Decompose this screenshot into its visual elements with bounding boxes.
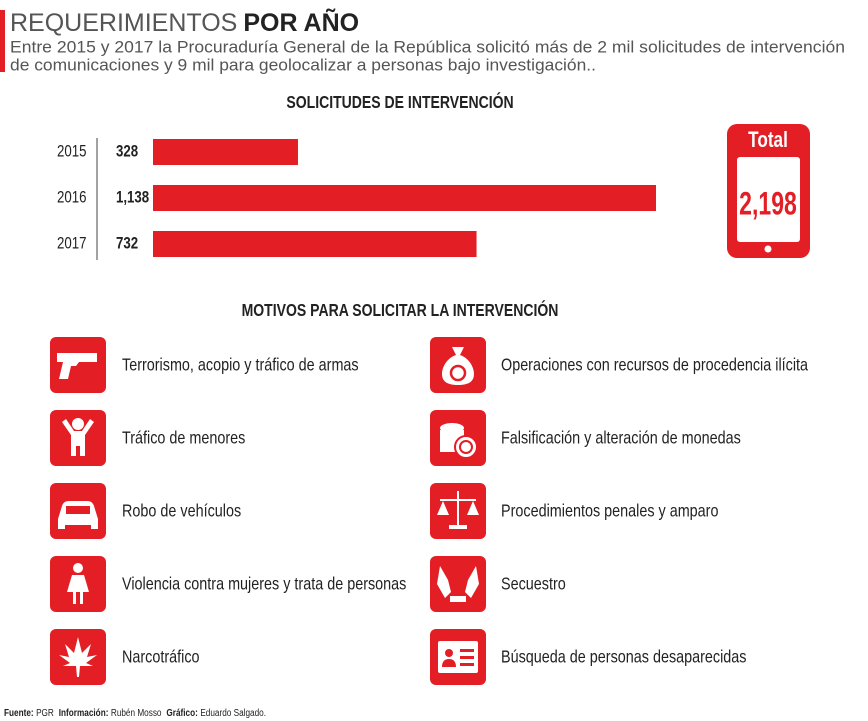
icon-shape — [73, 563, 83, 573]
phone-button — [764, 245, 772, 253]
motive-icon — [430, 483, 486, 539]
motive-icon — [50, 629, 106, 685]
icon-shape — [445, 649, 453, 657]
motive-label: Terrorismo, acopio y tráfico de armas — [122, 355, 359, 375]
footer-part: PGR — [36, 708, 54, 719]
motive-icon — [50, 483, 106, 539]
value-label: 732 — [116, 234, 138, 253]
footer-part: Fuente: — [4, 708, 34, 719]
motive-label: Operaciones con recursos de procedencia … — [501, 355, 809, 375]
footer-part: Eduardo Salgado. — [200, 708, 266, 719]
footer-part: Rubén Mosso — [111, 708, 162, 719]
total-value: 2,198 — [739, 186, 797, 222]
accent-bar — [0, 10, 5, 72]
icon-box — [430, 556, 486, 612]
total-label: Total — [748, 128, 788, 153]
icon-shape — [66, 506, 90, 514]
category-label: 2015 — [57, 142, 86, 161]
title-light: REQUERIMIENTOS — [10, 9, 237, 37]
icon-shape — [58, 501, 98, 529]
icon-shape — [437, 566, 479, 598]
motive-label: Falsificación y alteración de monedas — [501, 428, 741, 448]
category-label: 2017 — [57, 234, 86, 253]
subtitle-line: de comunicaciones y 9 mil para geolocali… — [10, 56, 596, 74]
motive-icon — [50, 410, 106, 466]
icon-shape — [62, 419, 94, 456]
icon-shape — [442, 649, 474, 667]
motive-icon — [430, 337, 486, 393]
icon-shape — [449, 364, 467, 382]
motive-label: Tráfico de menores — [122, 428, 245, 448]
icon-shape — [454, 435, 478, 459]
title: REQUERIMIENTOS POR AÑO — [10, 7, 359, 37]
icon-shape — [72, 418, 84, 430]
icon-shape — [437, 491, 479, 529]
bar — [153, 231, 477, 257]
motive-icon — [50, 337, 106, 393]
footer: Fuente:PGR Información:Rubén Mosso Gráfico… — [4, 708, 266, 719]
icon-shape — [459, 440, 473, 454]
footer-part: Información: — [59, 708, 109, 719]
icon-shape — [67, 575, 89, 604]
motive-label: Secuestro — [501, 574, 566, 594]
bar — [153, 139, 298, 165]
icon-box — [50, 337, 106, 393]
value-label: 328 — [116, 142, 138, 161]
motive-label: Violencia contra mujeres y trata de pers… — [122, 574, 406, 594]
motive-label: Narcotráfico — [122, 647, 200, 667]
motives-title: MOTIVOS PARA SOLICITAR LA INTERVENCIÓN — [242, 299, 559, 320]
footer-part: Gráfico: — [166, 708, 197, 719]
category-label: 2016 — [57, 188, 86, 207]
motive-icon — [430, 556, 486, 612]
icon-shape — [57, 353, 97, 379]
subtitle-line: Entre 2015 y 2017 la Procuraduría Genera… — [10, 38, 845, 56]
phone-screen — [737, 157, 800, 242]
motive-label: Procedimientos penales y amparo — [501, 501, 718, 521]
motive-icon — [430, 410, 486, 466]
total-phone — [727, 124, 810, 258]
title-bold: POR AÑO — [243, 7, 359, 37]
bar — [153, 185, 656, 211]
motive-label: Búsqueda de personas desaparecidas — [501, 647, 747, 667]
motive-label: Robo de vehículos — [122, 501, 241, 521]
icon-shape — [59, 637, 97, 677]
motive-icon — [50, 556, 106, 612]
icon-shape — [450, 596, 466, 602]
value-label: 1,138 — [116, 188, 149, 207]
motive-icon — [430, 629, 486, 685]
chart-title: SOLICITUDES DE INTERVENCIÓN — [286, 91, 513, 112]
